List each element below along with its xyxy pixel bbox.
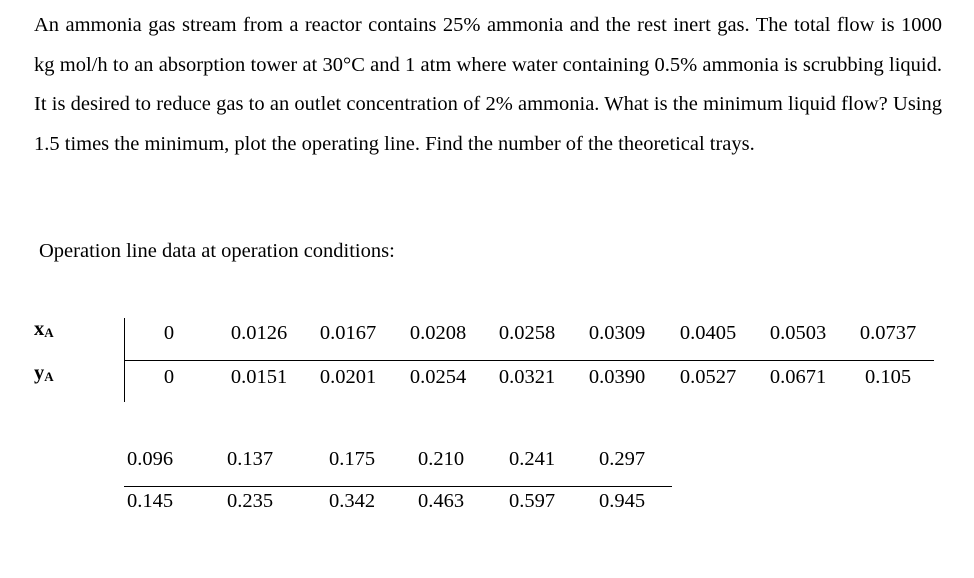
table-1-x-cell: 0.0405 — [679, 322, 737, 344]
table-2-x-cell: 0.175 — [328, 448, 376, 470]
row-label-x-main: x — [34, 318, 45, 340]
table-1-y-cell: 0.0201 — [319, 366, 377, 388]
table-2-x-cell: 0.210 — [417, 448, 465, 470]
table-1-x-cell: 0.0126 — [230, 322, 288, 344]
table-2-y-cell: 0.597 — [508, 490, 556, 512]
table-1-y-cell: 0.0151 — [230, 366, 288, 388]
row-label-x-sub: A — [44, 325, 54, 340]
table-1-y-cell: 0 — [163, 366, 175, 388]
table-1-y-cell: 0.0254 — [409, 366, 467, 388]
table-2-y-cell: 0.145 — [126, 490, 174, 512]
table-1-x-cell: 0.0258 — [498, 322, 556, 344]
table-1-x-cell: 0.0167 — [319, 322, 377, 344]
table-1-y-cell: 0.0321 — [498, 366, 556, 388]
table-2-x-cell: 0.137 — [226, 448, 274, 470]
table-1-y-cell: 0.0527 — [679, 366, 737, 388]
table-2-x-cell: 0.241 — [508, 448, 556, 470]
table-2-y-cell: 0.235 — [226, 490, 274, 512]
problem-statement: An ammonia gas stream from a reactor con… — [34, 6, 942, 164]
table-1-horizontal-divider — [124, 360, 934, 361]
table-2-horizontal-divider — [124, 486, 672, 487]
table-2-y-cell: 0.463 — [417, 490, 465, 512]
table-1-x-cell: 0.0309 — [588, 322, 646, 344]
table-caption: Operation line data at operation conditi… — [39, 240, 395, 262]
table-1-x-cell: 0.0208 — [409, 322, 467, 344]
table-2-y-cell: 0.342 — [328, 490, 376, 512]
table-1-y-cell: 0.0671 — [769, 366, 827, 388]
row-label-x: xA — [34, 318, 54, 341]
table-1-x-cell: 0.0503 — [769, 322, 827, 344]
row-label-y: yA — [34, 362, 54, 385]
table-1-x-cell: 0.0737 — [859, 322, 917, 344]
table-2-x-cell: 0.297 — [598, 448, 646, 470]
table-1-y-cell: 0.0390 — [588, 366, 646, 388]
row-label-y-main: y — [34, 362, 45, 384]
problem-text: An ammonia gas stream from a reactor con… — [34, 14, 942, 155]
table-2-y-cell: 0.945 — [598, 490, 646, 512]
row-label-y-sub: A — [44, 369, 54, 384]
table-1-x-cell: 0 — [163, 322, 175, 344]
table-1-y-cell: 0.105 — [864, 366, 912, 388]
table-2-x-cell: 0.096 — [126, 448, 174, 470]
